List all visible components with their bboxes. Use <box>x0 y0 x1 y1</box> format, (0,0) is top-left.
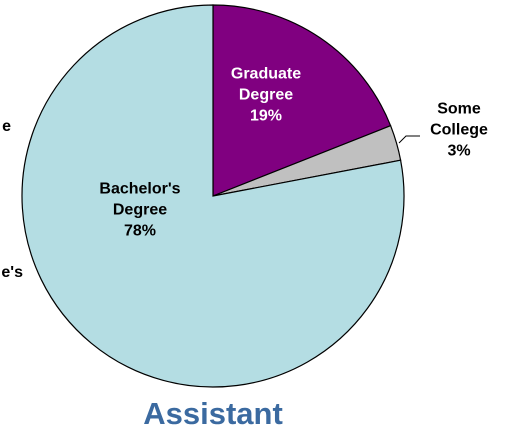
slice-label: Bachelor's Degree 78% <box>95 179 185 242</box>
pie-slice <box>212 4 392 197</box>
slice-value: 78% <box>123 222 157 240</box>
annotation: e <box>2 118 11 135</box>
slice-value: 3% <box>447 142 471 160</box>
slice-label: Graduate Degree 19% <box>226 64 306 127</box>
slice-name: Some College <box>430 100 488 139</box>
slice-name: Bachelor's Degree <box>99 180 181 219</box>
slice-value: 19% <box>249 107 283 125</box>
pie-slice <box>21 4 405 388</box>
chart-title: Assistant <box>143 396 283 431</box>
slice-label: Some College 3% <box>424 99 494 162</box>
leader-line <box>398 135 420 144</box>
annotation: e's <box>1 264 23 281</box>
slice-name: Graduate Degree <box>230 65 302 104</box>
